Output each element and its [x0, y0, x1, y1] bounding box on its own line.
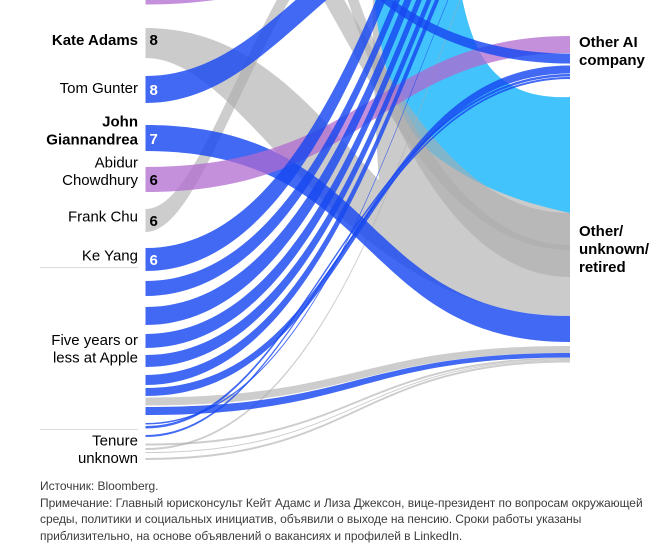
svg-text:Other AI: Other AI	[579, 34, 638, 51]
svg-text:Frank Chu: Frank Chu	[68, 209, 138, 226]
svg-text:Giannandrea: Giannandrea	[46, 132, 138, 149]
svg-text:John: John	[102, 114, 138, 131]
svg-text:Five years or: Five years or	[51, 332, 138, 349]
svg-text:Chowdhury: Chowdhury	[62, 172, 138, 189]
svg-text:Tom Gunter: Tom Gunter	[60, 80, 138, 97]
svg-text:Kate Adams: Kate Adams	[52, 32, 138, 49]
svg-text:6: 6	[150, 252, 158, 269]
svg-text:8: 8	[150, 32, 158, 49]
svg-text:unknown/: unknown/	[579, 241, 650, 258]
svg-text:6: 6	[150, 213, 158, 230]
svg-text:Ke Yang: Ke Yang	[82, 248, 138, 265]
svg-text:retired: retired	[579, 259, 626, 276]
svg-text:Tenure: Tenure	[92, 433, 138, 450]
svg-text:7: 7	[150, 131, 158, 148]
svg-text:6: 6	[150, 172, 158, 189]
svg-text:8: 8	[150, 82, 158, 99]
svg-text:unknown: unknown	[78, 450, 138, 467]
svg-text:Abidur: Abidur	[95, 155, 138, 172]
svg-text:less at Apple: less at Apple	[53, 350, 138, 367]
svg-text:Other/: Other/	[579, 223, 624, 240]
svg-text:company: company	[579, 52, 646, 69]
